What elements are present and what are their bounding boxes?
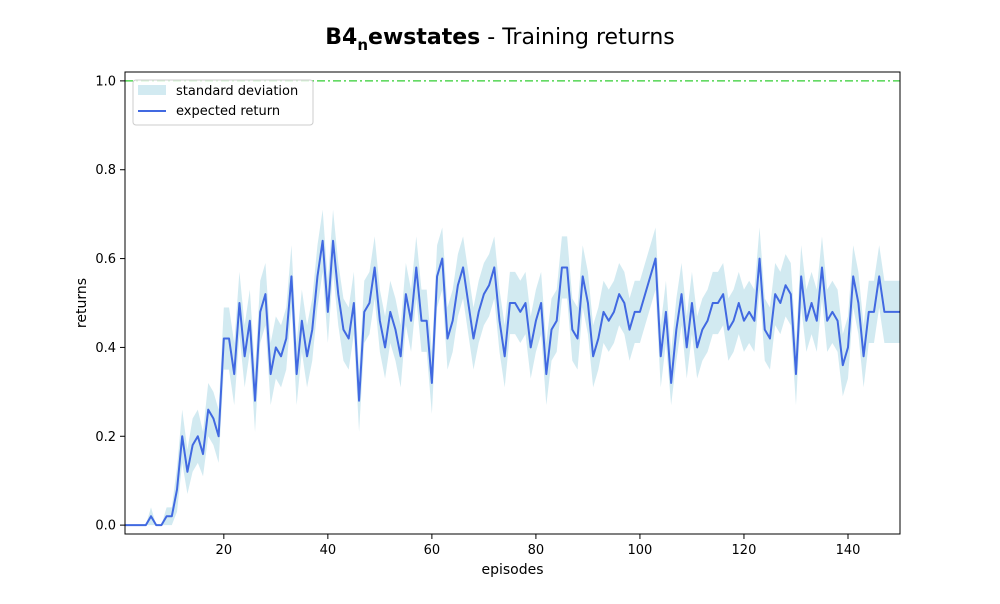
legend-label-std: standard deviation <box>176 84 298 99</box>
legend: standard deviation expected return <box>132 79 314 126</box>
x-tick-label: 60 <box>424 543 441 558</box>
y-tick-label: 0.2 <box>95 430 116 445</box>
chart-title-main-rest: ewstates <box>368 25 480 50</box>
expected-return-line <box>125 239 900 527</box>
y-tick-label: 0.4 <box>95 341 116 356</box>
x-tick-label: 80 <box>528 543 545 558</box>
y-tick-label: 0.0 <box>95 519 116 534</box>
legend-label-expected: expected return <box>176 104 280 119</box>
chart-title-subscript: n <box>357 36 368 54</box>
std-band <box>125 209 900 526</box>
chart-title: B4newstates - Training returns <box>325 25 674 54</box>
chart-title-suffix: - Training returns <box>480 25 674 50</box>
expected-return-layer <box>125 239 900 527</box>
legend-swatch-std <box>138 85 166 95</box>
std-band-layer <box>125 209 900 526</box>
x-axis-ticks: 20 40 60 80 100 120 140 <box>216 534 861 558</box>
x-tick-label: 100 <box>628 543 653 558</box>
x-tick-label: 40 <box>320 543 337 558</box>
x-tick-label: 20 <box>216 543 233 558</box>
y-tick-label: 0.8 <box>95 163 116 178</box>
y-axis-label: returns <box>74 278 90 328</box>
y-tick-label: 1.0 <box>95 74 116 89</box>
plot-frame <box>124 71 901 535</box>
x-axis-label: episodes <box>481 562 543 578</box>
chart-title-main: B4 <box>325 25 357 50</box>
x-tick-label: 120 <box>732 543 757 558</box>
legend-box <box>132 79 314 126</box>
x-tick-label: 140 <box>836 543 861 558</box>
y-tick-label: 0.6 <box>95 252 116 267</box>
y-axis-ticks: 0.0 0.2 0.4 0.6 0.8 1.0 <box>95 74 125 534</box>
